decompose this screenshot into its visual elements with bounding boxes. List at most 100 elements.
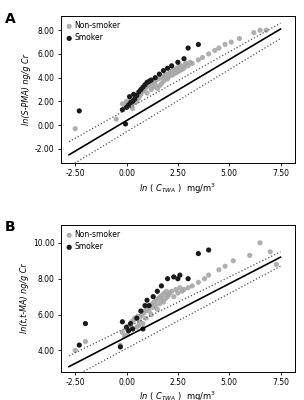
Non-smoker: [156, 76, 161, 82]
Non-smoker: [158, 74, 163, 81]
Non-smoker: [183, 62, 188, 68]
Smoker: [126, 328, 131, 334]
Non-smoker: [118, 342, 123, 348]
Non-smoker: [137, 92, 142, 99]
Non-smoker: [148, 302, 153, 309]
Non-smoker: [171, 294, 176, 300]
Non-smoker: [167, 70, 172, 76]
Non-smoker: [125, 102, 130, 108]
Smoker: [165, 65, 170, 71]
Non-smoker: [134, 98, 139, 105]
Y-axis label: ln(t,t-MA) ng/g Cr: ln(t,t-MA) ng/g Cr: [20, 264, 29, 333]
Non-smoker: [176, 64, 181, 70]
Non-smoker: [131, 317, 136, 323]
Non-smoker: [166, 292, 171, 298]
Non-smoker: [180, 66, 185, 72]
Non-smoker: [216, 266, 221, 273]
Non-smoker: [154, 77, 159, 83]
Smoker: [206, 247, 211, 253]
Non-smoker: [140, 86, 145, 93]
Smoker: [147, 302, 151, 309]
X-axis label: $\it{ln}\ (\ C_{TWA}\ )$  mg/m$^3$: $\it{ln}\ (\ C_{TWA}\ )$ mg/m$^3$: [139, 181, 216, 196]
Non-smoker: [175, 290, 180, 296]
Non-smoker: [124, 98, 129, 105]
Smoker: [138, 308, 143, 314]
Smoker: [143, 302, 147, 309]
Non-smoker: [186, 284, 191, 291]
Non-smoker: [143, 308, 147, 314]
Non-smoker: [127, 100, 132, 106]
Smoker: [196, 250, 201, 257]
Non-smoker: [264, 27, 268, 34]
Smoker: [134, 315, 139, 321]
Smoker: [127, 94, 132, 100]
Smoker: [196, 41, 201, 48]
Non-smoker: [168, 68, 173, 75]
Non-smoker: [159, 297, 164, 304]
Non-smoker: [166, 73, 171, 80]
Non-smoker: [148, 80, 153, 87]
Non-smoker: [184, 60, 188, 67]
Non-smoker: [163, 76, 168, 82]
Non-smoker: [127, 322, 132, 328]
Smoker: [120, 106, 125, 113]
Smoker: [140, 84, 145, 90]
Non-smoker: [167, 290, 172, 296]
Non-smoker: [180, 288, 185, 294]
Non-smoker: [171, 71, 176, 77]
Non-smoker: [188, 59, 193, 66]
Non-smoker: [152, 78, 157, 84]
Non-smoker: [137, 318, 142, 325]
Non-smoker: [247, 252, 252, 258]
Non-smoker: [164, 71, 169, 77]
Non-smoker: [160, 292, 165, 298]
Smoker: [118, 344, 123, 350]
Non-smoker: [169, 288, 174, 294]
Smoker: [145, 79, 150, 86]
Non-smoker: [162, 72, 167, 78]
Non-smoker: [126, 103, 131, 109]
Non-smoker: [178, 63, 183, 69]
Smoker: [171, 274, 176, 280]
Non-smoker: [202, 276, 207, 282]
Y-axis label: ln(S-PMA) ng/g Cr: ln(S-PMA) ng/g Cr: [22, 54, 31, 125]
Non-smoker: [163, 295, 168, 302]
Non-smoker: [173, 286, 178, 293]
Non-smoker: [157, 83, 162, 89]
Non-smoker: [120, 100, 125, 107]
Non-smoker: [174, 65, 179, 71]
Smoker: [131, 91, 136, 98]
Non-smoker: [143, 85, 147, 92]
Non-smoker: [257, 240, 262, 246]
Non-smoker: [138, 313, 143, 320]
Non-smoker: [170, 67, 175, 74]
Non-smoker: [212, 47, 217, 54]
Non-smoker: [153, 82, 158, 88]
Non-smoker: [122, 333, 127, 339]
Non-smoker: [150, 301, 155, 307]
Non-smoker: [147, 82, 151, 88]
Non-smoker: [128, 96, 133, 102]
Non-smoker: [223, 263, 227, 269]
Non-smoker: [231, 258, 236, 264]
Non-smoker: [149, 311, 154, 318]
Non-smoker: [129, 103, 134, 109]
Non-smoker: [206, 272, 211, 278]
Non-smoker: [131, 100, 136, 106]
Non-smoker: [172, 66, 177, 72]
X-axis label: $\it{ln}\ (\ C_{TWA}\ )$  mg/m$^3$: $\it{ln}\ (\ C_{TWA}\ )$ mg/m$^3$: [139, 390, 216, 400]
Text: B: B: [5, 220, 15, 234]
Smoker: [123, 121, 128, 127]
Smoker: [128, 100, 133, 106]
Non-smoker: [128, 320, 133, 327]
Legend: Non-smoker, Smoker: Non-smoker, Smoker: [65, 20, 122, 44]
Smoker: [132, 96, 137, 102]
Smoker: [124, 324, 129, 330]
Non-smoker: [169, 72, 174, 78]
Non-smoker: [146, 304, 150, 311]
Non-smoker: [154, 297, 159, 304]
Smoker: [147, 78, 151, 84]
Smoker: [175, 276, 180, 282]
Non-smoker: [135, 94, 140, 100]
Smoker: [151, 294, 156, 300]
